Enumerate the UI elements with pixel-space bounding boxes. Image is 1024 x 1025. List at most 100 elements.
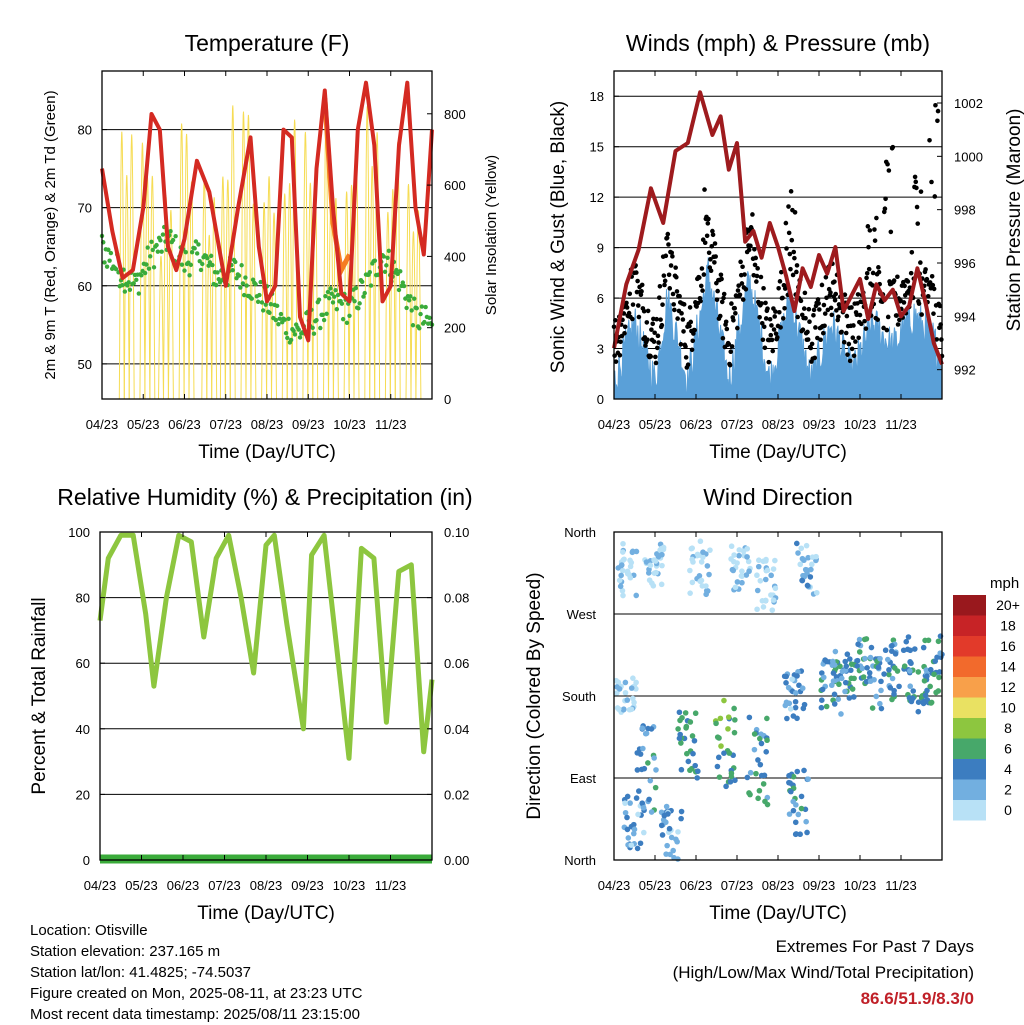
direction-point [699, 583, 706, 589]
gust-point [931, 286, 937, 292]
gust-point [666, 272, 672, 278]
gust-point [828, 290, 833, 295]
gust-point [924, 276, 930, 282]
direction-point [866, 670, 873, 676]
station-elevation: Station elevation: 237.165 m [30, 943, 221, 960]
direction-point [626, 571, 632, 578]
direction-point [620, 706, 627, 713]
gust-point [789, 237, 795, 243]
gust-point [754, 273, 760, 279]
gust-point [673, 265, 678, 270]
gust-point [702, 240, 708, 246]
dewpoint-point [104, 264, 110, 269]
gust-point [706, 216, 711, 222]
y2-tick-label: 992 [954, 363, 976, 378]
x-tick-label: 09/23 [803, 417, 836, 432]
gust-point [822, 311, 828, 316]
dewpoint-point [145, 245, 150, 250]
solar-ylabel: Solar Insolation (Yellow) [483, 155, 500, 315]
direction-point [636, 788, 642, 794]
gust-point [674, 289, 680, 294]
gust-point [800, 327, 806, 333]
legend-swatch [953, 738, 986, 759]
direction-point [786, 700, 793, 707]
direction-point [626, 706, 633, 713]
gust-point [813, 325, 818, 330]
direction-point [892, 651, 899, 657]
direction-point [676, 709, 683, 716]
direction-title: Wind Direction [703, 484, 853, 510]
direction-point [819, 686, 826, 693]
gust-point [935, 108, 941, 114]
gust-point [757, 314, 762, 320]
direction-point [678, 766, 685, 773]
gust-point [675, 316, 680, 321]
gust-point [778, 325, 783, 330]
gust-point [773, 309, 778, 314]
direction-point [651, 557, 657, 563]
direction-point [694, 551, 701, 558]
y-tick-label: 60 [78, 279, 92, 294]
gust-point [702, 187, 707, 192]
direction-point [729, 566, 736, 573]
dewpoint-point [357, 301, 362, 306]
direction-point [630, 675, 636, 681]
gust-point [654, 345, 660, 351]
direction-point [804, 582, 811, 589]
y-tick-label: 50 [78, 357, 92, 372]
solar-series [206, 234, 213, 400]
x-tick-label: 07/23 [721, 878, 754, 893]
recent-timestamp: Most recent data timestamp: 2025/08/11 2… [30, 1006, 360, 1023]
gust-point [811, 312, 816, 318]
dewpoint-point [158, 238, 163, 243]
dewpoint-point [330, 300, 336, 305]
gust-point [933, 102, 938, 108]
gust-point [687, 305, 693, 310]
direction-point [689, 733, 696, 739]
direction-point [847, 656, 853, 662]
gust-point [794, 263, 800, 268]
direction-point [835, 696, 842, 702]
x-tick-label: 06/23 [168, 417, 201, 432]
gust-point [783, 220, 789, 226]
direction-xlabel: Time (Day/UTC) [709, 903, 847, 924]
direction-point [694, 775, 701, 781]
direction-point [658, 545, 665, 552]
gust-point [874, 215, 879, 221]
dewpoint-point [273, 317, 279, 323]
legend-label: 16 [1000, 638, 1016, 654]
gust-point [816, 301, 821, 306]
gust-point [753, 255, 758, 261]
gust-point [681, 329, 686, 334]
dewpoint-point [106, 247, 111, 252]
direction-point [800, 572, 806, 579]
direction-point [687, 567, 693, 574]
gust-point [927, 137, 932, 143]
gust-point [733, 310, 738, 316]
direction-point [799, 555, 806, 562]
direction-point [818, 704, 825, 711]
gust-point [808, 345, 814, 351]
direction-point [854, 663, 860, 669]
direction-point [739, 568, 745, 574]
direction-point [739, 579, 745, 586]
gust-point [735, 288, 741, 293]
direction-point [799, 685, 806, 692]
gust-point [803, 315, 808, 321]
direction-point [757, 761, 764, 768]
direction-point [762, 576, 769, 583]
gust-point [823, 274, 829, 280]
gust-point [763, 316, 769, 321]
gust-point [723, 319, 729, 325]
direction-point [633, 795, 640, 801]
gust-point [648, 354, 654, 359]
gust-point [805, 329, 810, 335]
direction-point [645, 760, 651, 766]
gust-point [897, 317, 902, 323]
humidity-data [97, 532, 435, 864]
gust-point [833, 291, 839, 297]
gust-point [683, 344, 688, 349]
direction-point [664, 842, 670, 849]
direction-point [933, 689, 939, 696]
direction-point [805, 554, 811, 561]
